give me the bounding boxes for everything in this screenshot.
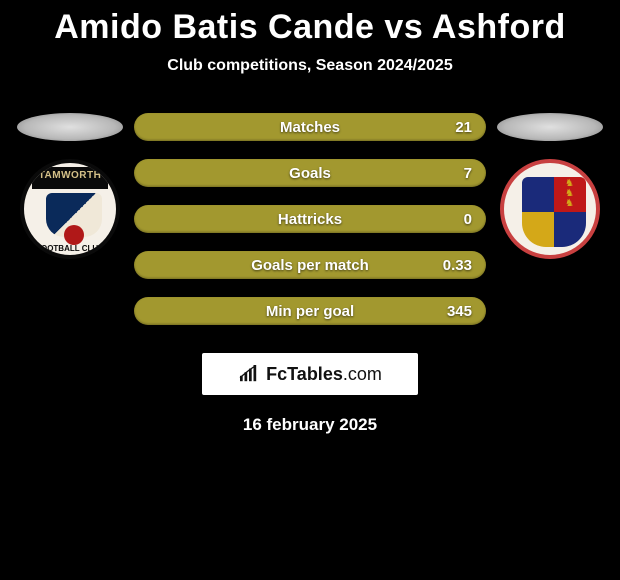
stats-list: Matches 21 Goals 7 Hattricks 0 Goals per…: [130, 113, 490, 325]
stat-label: Hattricks: [134, 211, 486, 228]
flower-icon: [64, 225, 84, 245]
stat-row-goals: Goals 7: [134, 159, 486, 187]
brand-name: FcTables: [266, 364, 343, 384]
stat-label: Matches: [134, 119, 486, 136]
stat-row-min-per-goal: Min per goal 345: [134, 297, 486, 325]
brand-badge[interactable]: FcTables.com: [202, 353, 418, 395]
page-title: Amido Batis Cande vs Ashford: [0, 0, 620, 47]
page-subtitle: Club competitions, Season 2024/2025: [0, 57, 620, 75]
stat-value-right: 345: [447, 303, 472, 320]
left-team-column: FOOTBALL CLUB: [10, 113, 130, 259]
stat-label: Min per goal: [134, 303, 486, 320]
lions-icon: ♞♞♞: [565, 179, 574, 209]
left-team-crest: FOOTBALL CLUB: [20, 159, 120, 259]
right-team-crest: ♞♞♞: [500, 159, 600, 259]
footer-date: 16 february 2025: [0, 415, 620, 435]
stat-value-right: 0: [464, 211, 472, 228]
stat-value-right: 21: [455, 119, 472, 136]
shield-icon: [522, 177, 586, 247]
left-crest-bottom-label: FOOTBALL CLUB: [24, 244, 116, 253]
stat-value-right: 0.33: [443, 257, 472, 274]
brand-text: FcTables.com: [266, 364, 382, 385]
player-platform-left: [17, 113, 123, 141]
stat-row-goals-per-match: Goals per match 0.33: [134, 251, 486, 279]
brand-domain: .com: [343, 364, 382, 384]
stat-row-hattricks: Hattricks 0: [134, 205, 486, 233]
stat-row-matches: Matches 21: [134, 113, 486, 141]
stat-label: Goals: [134, 165, 486, 182]
stat-label: Goals per match: [134, 257, 486, 274]
player-platform-right: [497, 113, 603, 141]
right-team-column: ♞♞♞: [490, 113, 610, 259]
stat-value-right: 7: [464, 165, 472, 182]
comparison-row: FOOTBALL CLUB Matches 21 Goals 7 Hattric…: [0, 113, 620, 325]
bar-chart-icon: [238, 365, 260, 383]
